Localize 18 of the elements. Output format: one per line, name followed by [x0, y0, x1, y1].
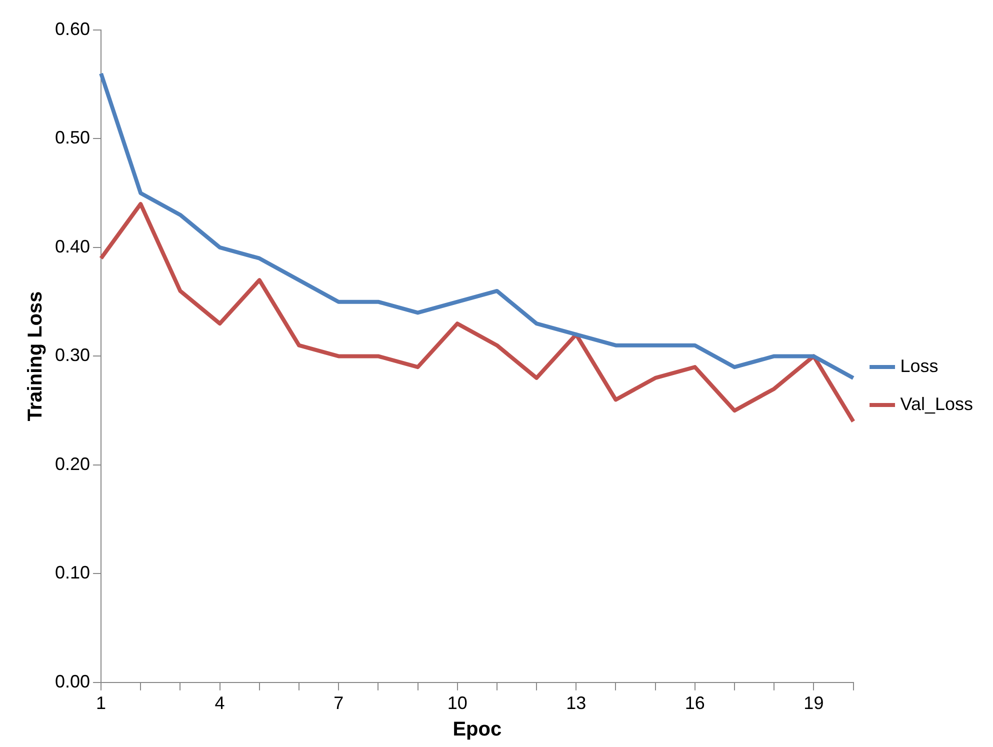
- y-tick-label: 0.30: [54, 345, 90, 366]
- y-tick-label: 0.50: [54, 128, 90, 148]
- y-tick-label: 0.60: [54, 18, 90, 39]
- x-tick-label: 7: [334, 693, 344, 714]
- y-tick-label: 0.10: [54, 562, 90, 583]
- x-tick-label: 16: [684, 693, 705, 714]
- y-axis-title: Training Loss: [24, 291, 47, 422]
- x-tick-label: 19: [804, 693, 824, 714]
- x-tick-label: 10: [447, 693, 468, 714]
- y-tick-label: 0.40: [54, 236, 90, 256]
- x-tick-label: 13: [566, 693, 586, 714]
- x-axis-title: Epoc: [452, 718, 502, 741]
- x-tick-label: 1: [96, 693, 106, 714]
- legend-label: Loss: [900, 356, 938, 376]
- y-tick-label: 0.00: [54, 671, 90, 692]
- x-tick-label: 4: [214, 693, 225, 714]
- legend-label: Val_Loss: [900, 394, 974, 414]
- y-tick-label: 0.20: [54, 454, 90, 474]
